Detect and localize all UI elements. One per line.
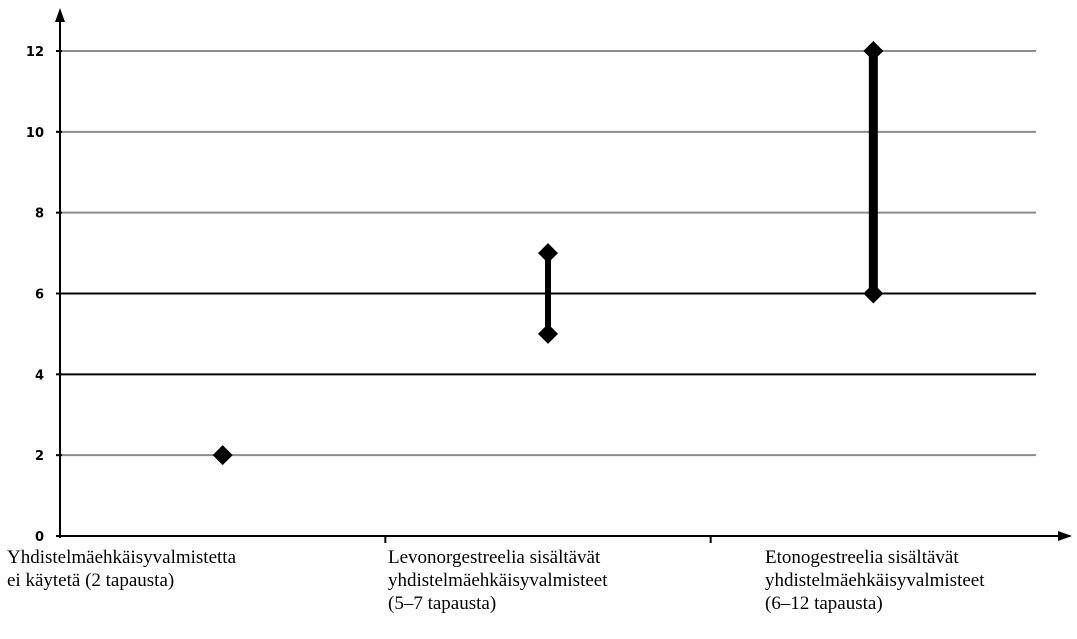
range-low-marker: [863, 283, 884, 304]
x-category-label-line: yhdistelmäehkäisyvalmisteet: [765, 570, 985, 591]
x-category-label-line: yhdistelmäehkäisyvalmisteet: [388, 570, 608, 591]
range-low-marker: [212, 445, 233, 466]
x-tick-marks: [384, 536, 712, 543]
range-low-marker: [538, 323, 558, 344]
y-tick-label: 8: [35, 207, 44, 222]
x-category-label: Etonogestreelia sisältävät yhdistelmäehkä…: [765, 546, 985, 615]
range-high-marker: [538, 243, 558, 264]
range-high-marker: [863, 41, 884, 61]
y-tick-label: 4: [35, 368, 44, 383]
x-category-label-line: Etonogestreelia sisältävät: [765, 547, 959, 568]
y-tick-label: 0: [35, 530, 44, 545]
x-category-label: Levonorgestreelia sisältävät yhdistelmäeh…: [388, 546, 608, 615]
y-tick-label: 2: [35, 449, 44, 464]
y-tick-label: 6: [35, 288, 44, 303]
y-tick-labels: 0 2 4 6 8 10 12: [26, 45, 62, 545]
x-category-label-line: (6–12 tapausta): [765, 593, 883, 614]
x-category-label-line: Levonorgestreelia sisältävät: [388, 547, 601, 568]
x-category-label-line: (5–7 tapausta): [388, 593, 497, 614]
range-series: [212, 41, 884, 466]
x-category-label-line: Yhdistelmäehkäisyvalmistetta: [7, 547, 237, 568]
axes: [55, 8, 1072, 541]
x-category-label: Yhdistelmäehkäisyvalmistetta ei käytetä (…: [7, 546, 236, 592]
x-axis-arrow: [1058, 531, 1072, 541]
x-category-label-line: ei käytetä (2 tapausta): [7, 570, 175, 591]
y-tick-label: 12: [26, 45, 44, 60]
y-axis-arrow: [55, 8, 65, 22]
y-tick-label: 10: [26, 126, 44, 141]
